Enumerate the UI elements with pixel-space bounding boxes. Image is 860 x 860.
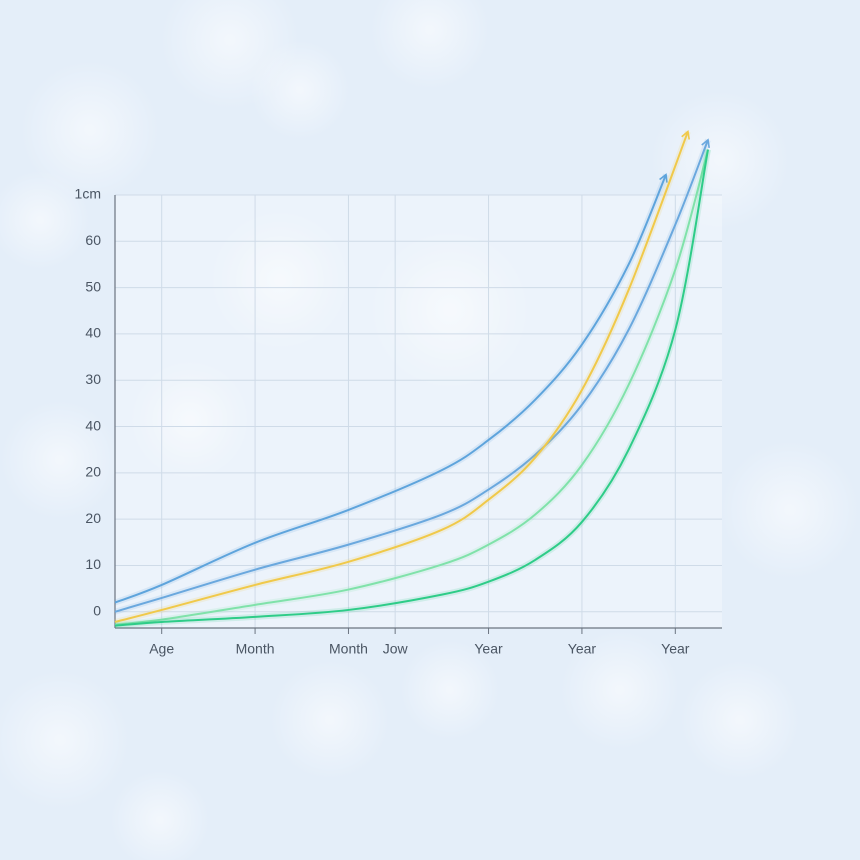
- series-line: [114, 173, 668, 604]
- y-tick-label: 0: [93, 602, 101, 618]
- y-tick-label: 20: [85, 510, 101, 526]
- y-tick-label: 40: [85, 417, 101, 433]
- y-tick-label: 1cm: [75, 186, 101, 202]
- x-tick-label: Age: [149, 641, 174, 657]
- x-tick-label: Year: [474, 641, 503, 657]
- x-tick-label: Month: [236, 641, 275, 657]
- series-line: [114, 138, 710, 613]
- x-tick-label: Month: [329, 641, 368, 657]
- x-tick-label: Year: [568, 641, 597, 657]
- y-tick-label: 40: [85, 325, 101, 341]
- series-line: [114, 149, 709, 626]
- x-tick-label: Jow: [383, 641, 409, 657]
- y-tick-label: 10: [85, 556, 101, 572]
- y-tick-label: 60: [85, 232, 101, 248]
- plot-area: [115, 195, 722, 628]
- series-line: [114, 130, 690, 623]
- y-tick-label: 50: [85, 278, 101, 294]
- y-tick-label: 30: [85, 371, 101, 387]
- series-line: [114, 149, 709, 627]
- x-tick-label: Year: [661, 641, 690, 657]
- y-tick-label: 20: [85, 464, 101, 480]
